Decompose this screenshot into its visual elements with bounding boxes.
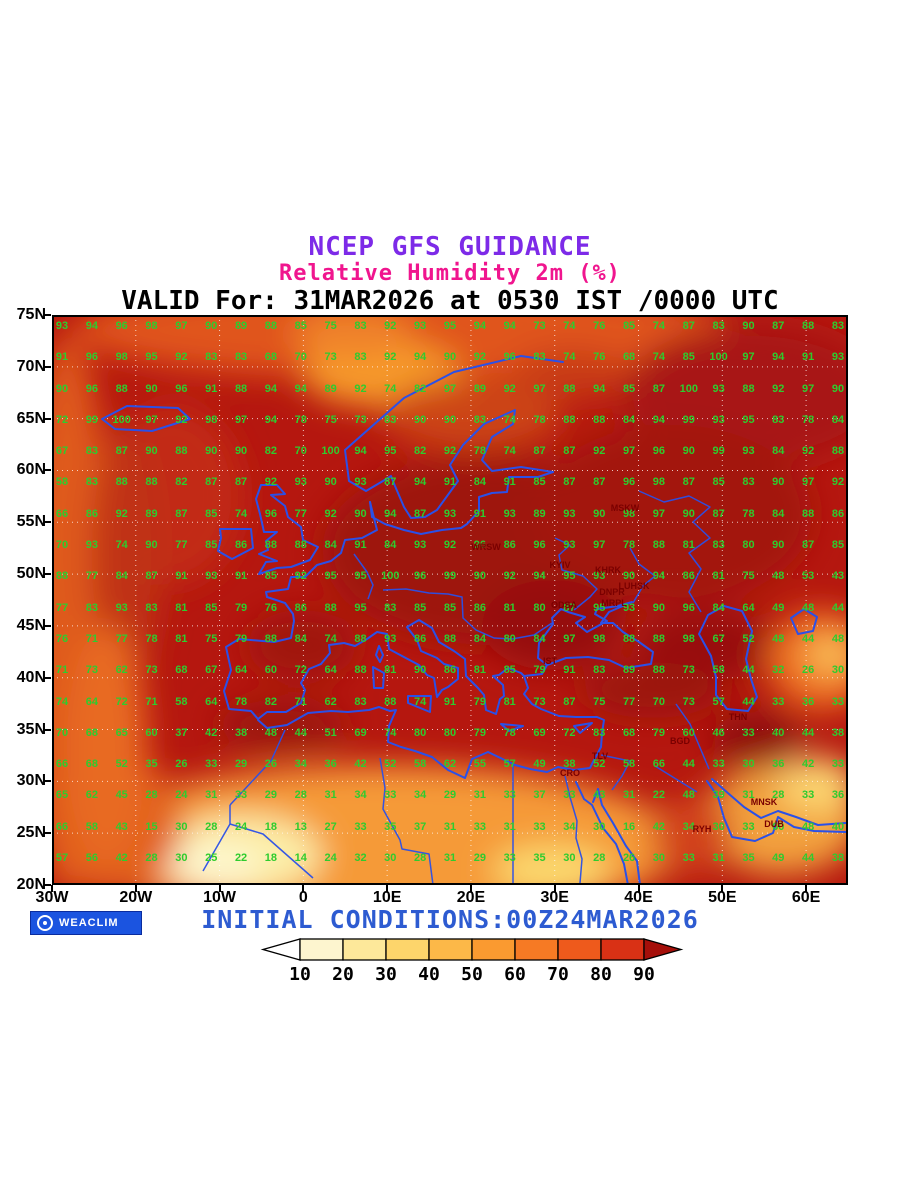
lon-tick (51, 885, 53, 892)
lon-tick (637, 885, 640, 892)
lon-tick (805, 885, 808, 892)
lat-tick (44, 469, 51, 472)
lat-label: 65N (16, 409, 46, 427)
colorbar-tick-label: 40 (418, 964, 440, 985)
lat-label: 60N (16, 461, 46, 479)
colorbar-tick-label: 30 (375, 964, 397, 985)
colorbar-tick-label: 80 (590, 964, 612, 985)
lat-tick (44, 365, 51, 368)
lat-tick (44, 676, 51, 679)
lat-tick (44, 573, 51, 576)
lat-label: 75N (16, 306, 46, 323)
lon-label: 20W (119, 889, 153, 906)
colorbar-tick-label: 20 (332, 964, 354, 985)
lon-label: 50E (708, 889, 737, 906)
colorbar-tick-label: 10 (289, 964, 311, 985)
lon-label: 60E (791, 889, 821, 906)
weaclim-logo-text: WEACLIM (59, 917, 119, 929)
lat-tick (44, 314, 51, 316)
lon-tick (134, 885, 137, 892)
lat-label: 45N (16, 616, 46, 634)
lat-label: 30N (16, 772, 46, 790)
lat-label: 50N (16, 565, 46, 583)
lon-label: 30E (540, 889, 569, 906)
weaclim-logo: WEACLIM (30, 911, 142, 935)
lat-tick (44, 832, 51, 835)
initial-conditions-text: INITIAL CONDITIONS:00Z24MAR2026 (201, 905, 699, 934)
weaclim-logo-icon (37, 915, 53, 931)
coastlines (101, 355, 847, 885)
lat-label: 55N (16, 513, 46, 531)
lon-label: 0 (298, 889, 308, 906)
lat-tick (44, 884, 51, 886)
lat-label: 20N (16, 876, 46, 893)
valid-time-title: VALID For: 31MAR2026 at 0530 IST /0000 U… (121, 286, 779, 316)
graticule (52, 315, 848, 885)
lon-tick (553, 885, 556, 892)
map-panel: 93 94 96 98 97 90 89 88 85 75 83 92 93 95 94 94 73 74 76 85… (52, 315, 848, 885)
lat-tick (44, 521, 51, 524)
colorbar-tick-label: 60 (504, 964, 526, 985)
lon-tick (721, 885, 724, 892)
lat-tick (44, 624, 51, 627)
lon-tick (218, 885, 221, 892)
rivers-borders (202, 490, 711, 885)
lon-label: 10E (372, 889, 402, 906)
lon-label: 20E (456, 889, 486, 906)
model-title: NCEP GFS GUIDANCE (308, 232, 592, 262)
lat-tick (44, 417, 51, 420)
lon-label: 40E (624, 889, 653, 906)
lat-label: 70N (16, 357, 46, 375)
lon-tick (302, 885, 305, 892)
colorbar-tick-label: 90 (633, 964, 655, 985)
lon-tick (386, 885, 389, 892)
lat-label: 40N (16, 668, 46, 686)
lon-label: 30W (35, 889, 69, 906)
lat-label: 25N (16, 824, 46, 842)
field-blobs (52, 315, 848, 885)
lat-tick (44, 728, 51, 731)
colorbar-tick-label: 50 (461, 964, 483, 985)
field-title: Relative Humidity 2m (%) (279, 261, 621, 286)
humidity-field-map (52, 315, 848, 885)
lat-tick (44, 780, 51, 783)
lon-tick (469, 885, 472, 892)
lat-label: 35N (16, 720, 46, 738)
map-frame (52, 315, 848, 885)
colorbar (260, 938, 684, 961)
lon-label: 10W (203, 889, 237, 906)
colorbar-tick-label: 70 (547, 964, 569, 985)
